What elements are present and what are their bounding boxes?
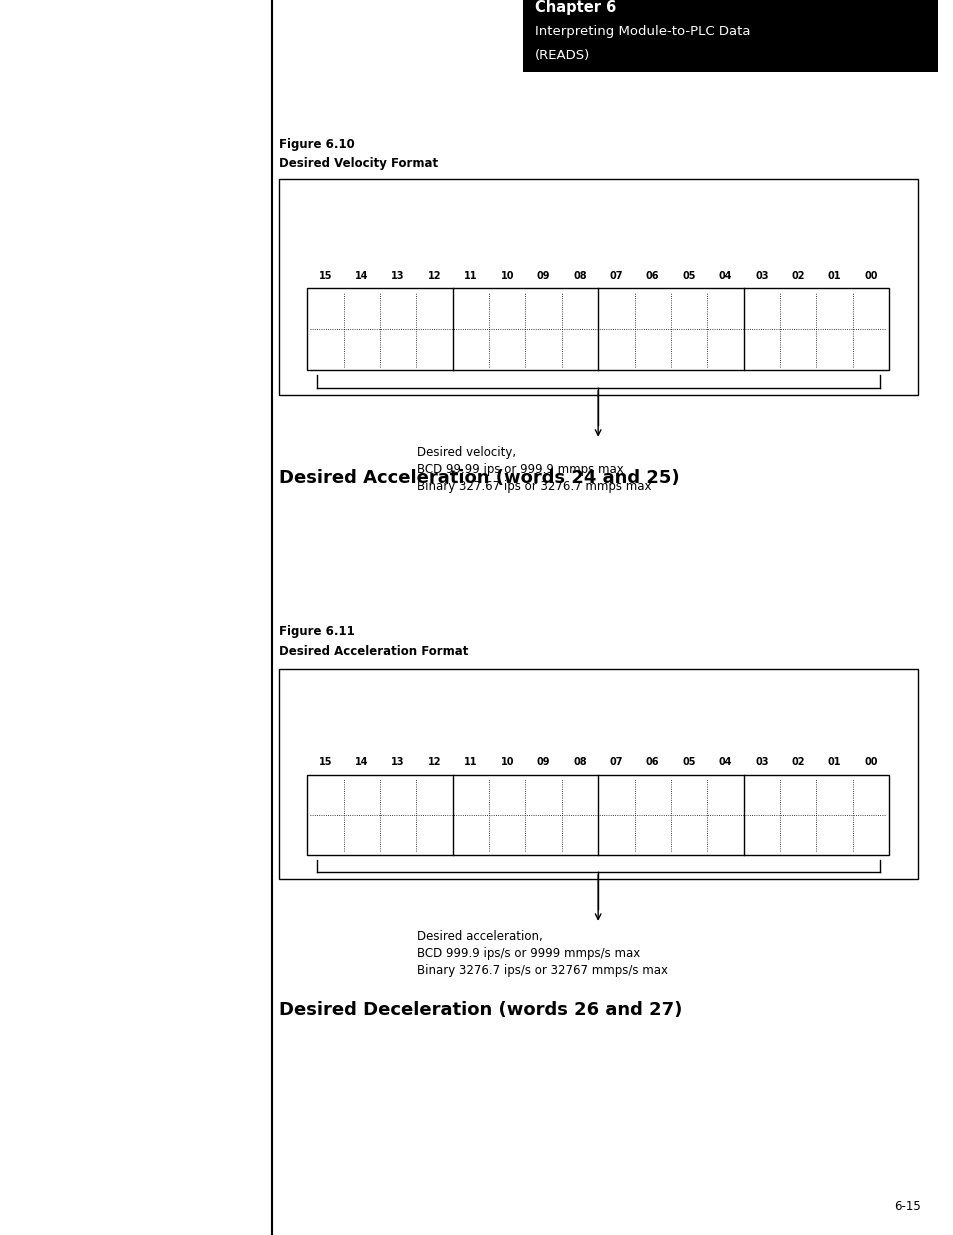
Text: 06: 06 [645, 270, 659, 280]
Text: 13: 13 [391, 757, 404, 767]
Text: 00: 00 [863, 757, 877, 767]
Text: Desired Velocity Format: Desired Velocity Format [278, 157, 437, 170]
Text: 09: 09 [537, 270, 550, 280]
FancyBboxPatch shape [278, 669, 917, 879]
Text: 10: 10 [500, 270, 514, 280]
Text: (READS): (READS) [535, 49, 590, 63]
Text: 04: 04 [718, 270, 732, 280]
Text: 08: 08 [573, 270, 586, 280]
Text: Desired acceleration,
BCD 999.9 ips/s or 9999 mmps/s max
Binary 3276.7 ips/s or : Desired acceleration, BCD 999.9 ips/s or… [416, 930, 667, 977]
Text: 11: 11 [463, 270, 477, 280]
Text: 01: 01 [827, 757, 841, 767]
Text: 02: 02 [791, 757, 804, 767]
Text: 03: 03 [754, 270, 768, 280]
Text: 03: 03 [754, 757, 768, 767]
Text: Desired Acceleration (words 24 and 25): Desired Acceleration (words 24 and 25) [278, 468, 679, 487]
Text: 07: 07 [609, 270, 622, 280]
Text: 14: 14 [355, 270, 368, 280]
Text: Figure 6.10: Figure 6.10 [278, 137, 354, 151]
Text: 6-15: 6-15 [893, 1199, 920, 1213]
Text: 06: 06 [645, 757, 659, 767]
Text: Desired velocity,
BCD 99.99 ips or 999.9 mmps max
Binary 327.67 ips or 3276.7 mm: Desired velocity, BCD 99.99 ips or 999.9… [416, 446, 651, 493]
Text: 11: 11 [463, 757, 477, 767]
FancyBboxPatch shape [278, 179, 917, 395]
Text: 05: 05 [681, 757, 695, 767]
Text: 08: 08 [573, 757, 586, 767]
Text: 01: 01 [827, 270, 841, 280]
Text: 04: 04 [718, 757, 732, 767]
Text: 05: 05 [681, 270, 695, 280]
Text: 07: 07 [609, 757, 622, 767]
Text: Interpreting Module-to-PLC Data: Interpreting Module-to-PLC Data [535, 25, 750, 38]
Text: 02: 02 [791, 270, 804, 280]
Text: Desired Acceleration Format: Desired Acceleration Format [278, 645, 468, 658]
FancyBboxPatch shape [307, 774, 888, 855]
FancyBboxPatch shape [522, 0, 937, 72]
Text: 00: 00 [863, 270, 877, 280]
Text: 15: 15 [318, 757, 332, 767]
Text: 10: 10 [500, 757, 514, 767]
Text: 14: 14 [355, 757, 368, 767]
Text: 13: 13 [391, 270, 404, 280]
FancyBboxPatch shape [307, 289, 888, 370]
Text: 12: 12 [427, 757, 441, 767]
Text: 09: 09 [537, 757, 550, 767]
Text: 15: 15 [318, 270, 332, 280]
Text: 12: 12 [427, 270, 441, 280]
Text: Chapter 6: Chapter 6 [535, 0, 616, 15]
Text: Figure 6.11: Figure 6.11 [278, 625, 354, 638]
Text: Desired Deceleration (words 26 and 27): Desired Deceleration (words 26 and 27) [278, 1000, 681, 1019]
